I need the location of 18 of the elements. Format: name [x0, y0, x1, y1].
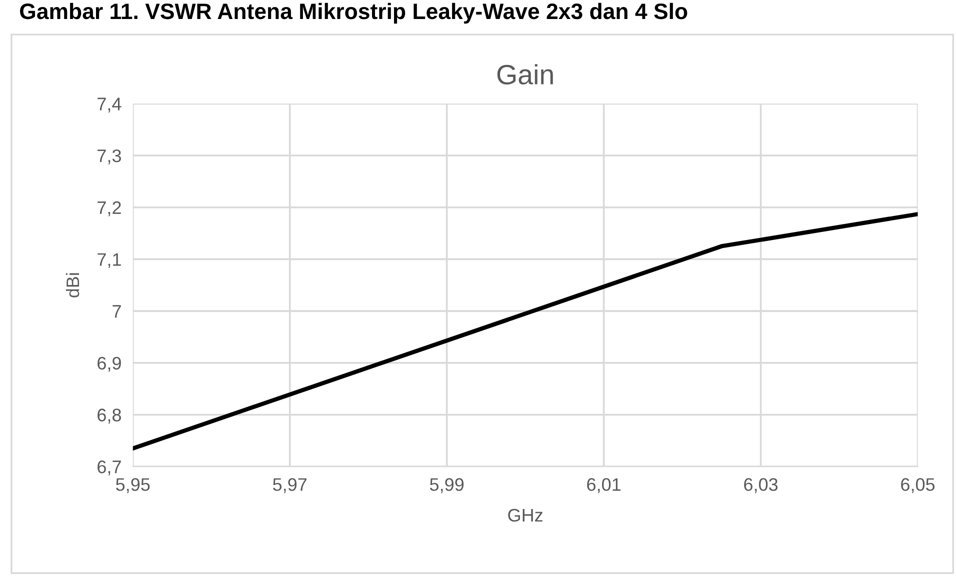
- y-tick-label: 7,1: [98, 253, 121, 268]
- x-tick-label: 6,03: [744, 478, 778, 494]
- x-tick-label: 6,01: [587, 478, 620, 494]
- y-tick-label: 6,7: [98, 460, 121, 476]
- x-tick-label: 5,95: [116, 478, 150, 494]
- y-tick-label: 7,4: [98, 98, 122, 113]
- x-tick-label: 5,97: [273, 478, 307, 494]
- y-tick-label: 6,9: [98, 356, 121, 372]
- chart-title: Gain: [497, 64, 553, 85]
- text: Gambar 11. VSWR Antena Mikrostrip Leaky-Wave 2x3 dan 4 Slo: [20, 2, 688, 24]
- y-tick-label: 7,3: [98, 149, 121, 164]
- y-tick-label: 7: [112, 305, 121, 318]
- x-axis-title: GHz: [508, 508, 542, 522]
- x-tick-label: 6,05: [901, 478, 935, 494]
- y-axis-title: dBi: [66, 273, 80, 298]
- x-tick-label: 5,99: [430, 478, 464, 494]
- y-tick-label: 6,8: [98, 408, 121, 424]
- y-tick-label: 7,2: [98, 201, 121, 216]
